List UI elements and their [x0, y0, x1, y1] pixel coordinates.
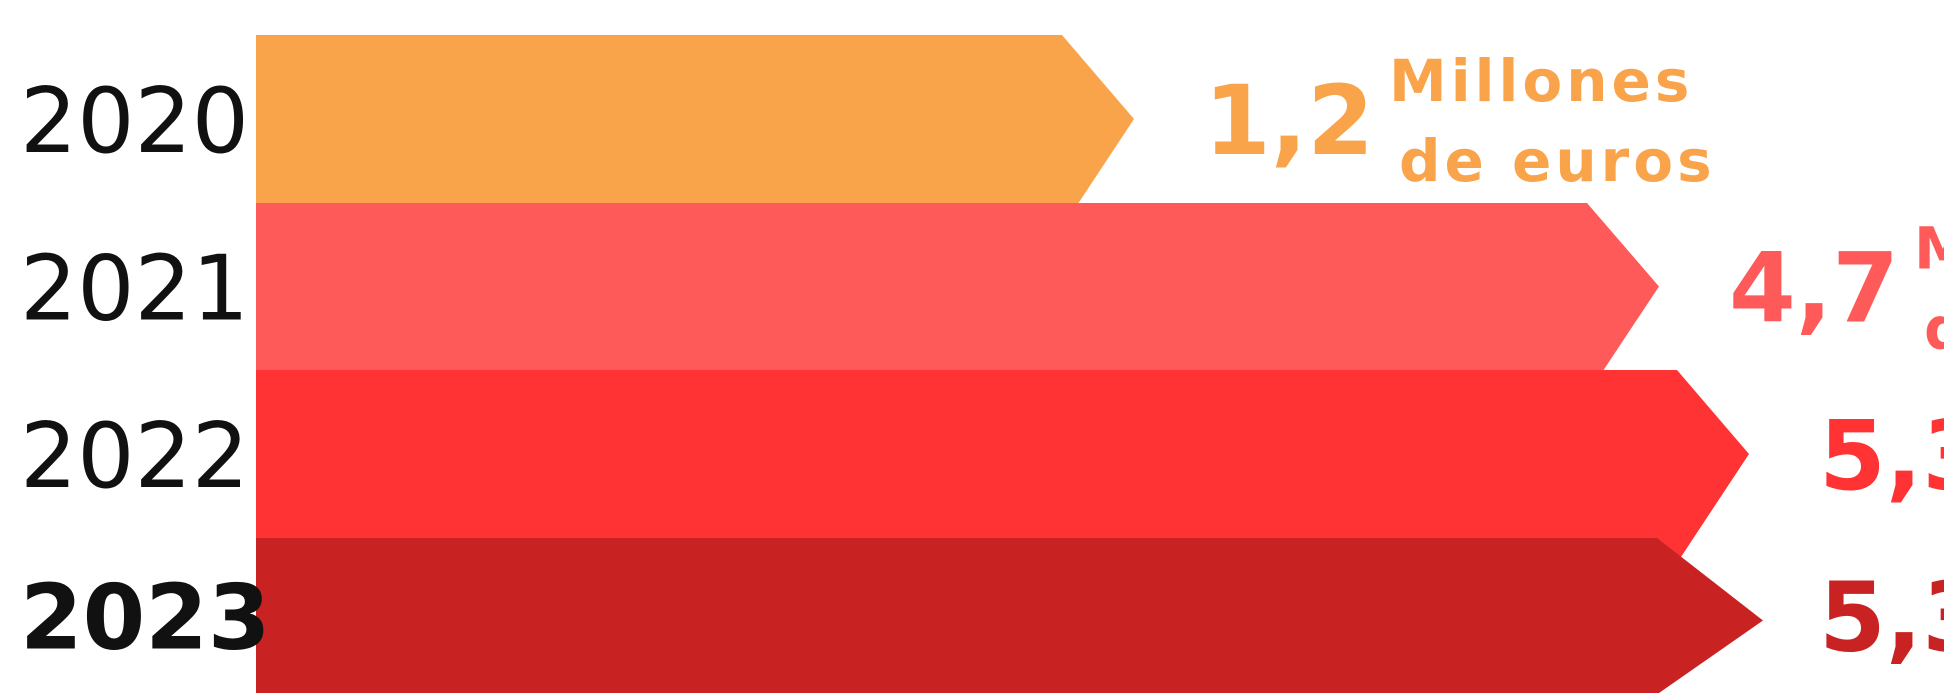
year-label-2022: 2022 [20, 404, 249, 509]
year-label-2021: 2021 [20, 237, 249, 342]
bar-2020 [256, 35, 1134, 228]
unit-label-line1-2020: Millones [1389, 47, 1693, 115]
year-labels: 2020 2021 2022 2023 [20, 69, 271, 671]
bars-layer [256, 35, 1763, 693]
bar-2022 [256, 370, 1749, 563]
unit-label-line2-2021: de euros [1924, 295, 1944, 363]
value-label-2021: 4,7 [1729, 233, 1899, 345]
unit-label-line1-2021: Millones [1914, 215, 1944, 283]
bar-2021 [256, 203, 1659, 395]
year-label-2020: 2020 [20, 69, 249, 174]
bar-2023 [256, 538, 1763, 693]
value-label-2020: 1,2 [1204, 65, 1374, 177]
value-label-2023: 5,3 [1819, 562, 1944, 674]
value-label-2022: 5,3 [1819, 400, 1944, 512]
unit-label-line2-2020: de euros [1399, 127, 1716, 195]
year-label-2023: 2023 [20, 566, 271, 671]
